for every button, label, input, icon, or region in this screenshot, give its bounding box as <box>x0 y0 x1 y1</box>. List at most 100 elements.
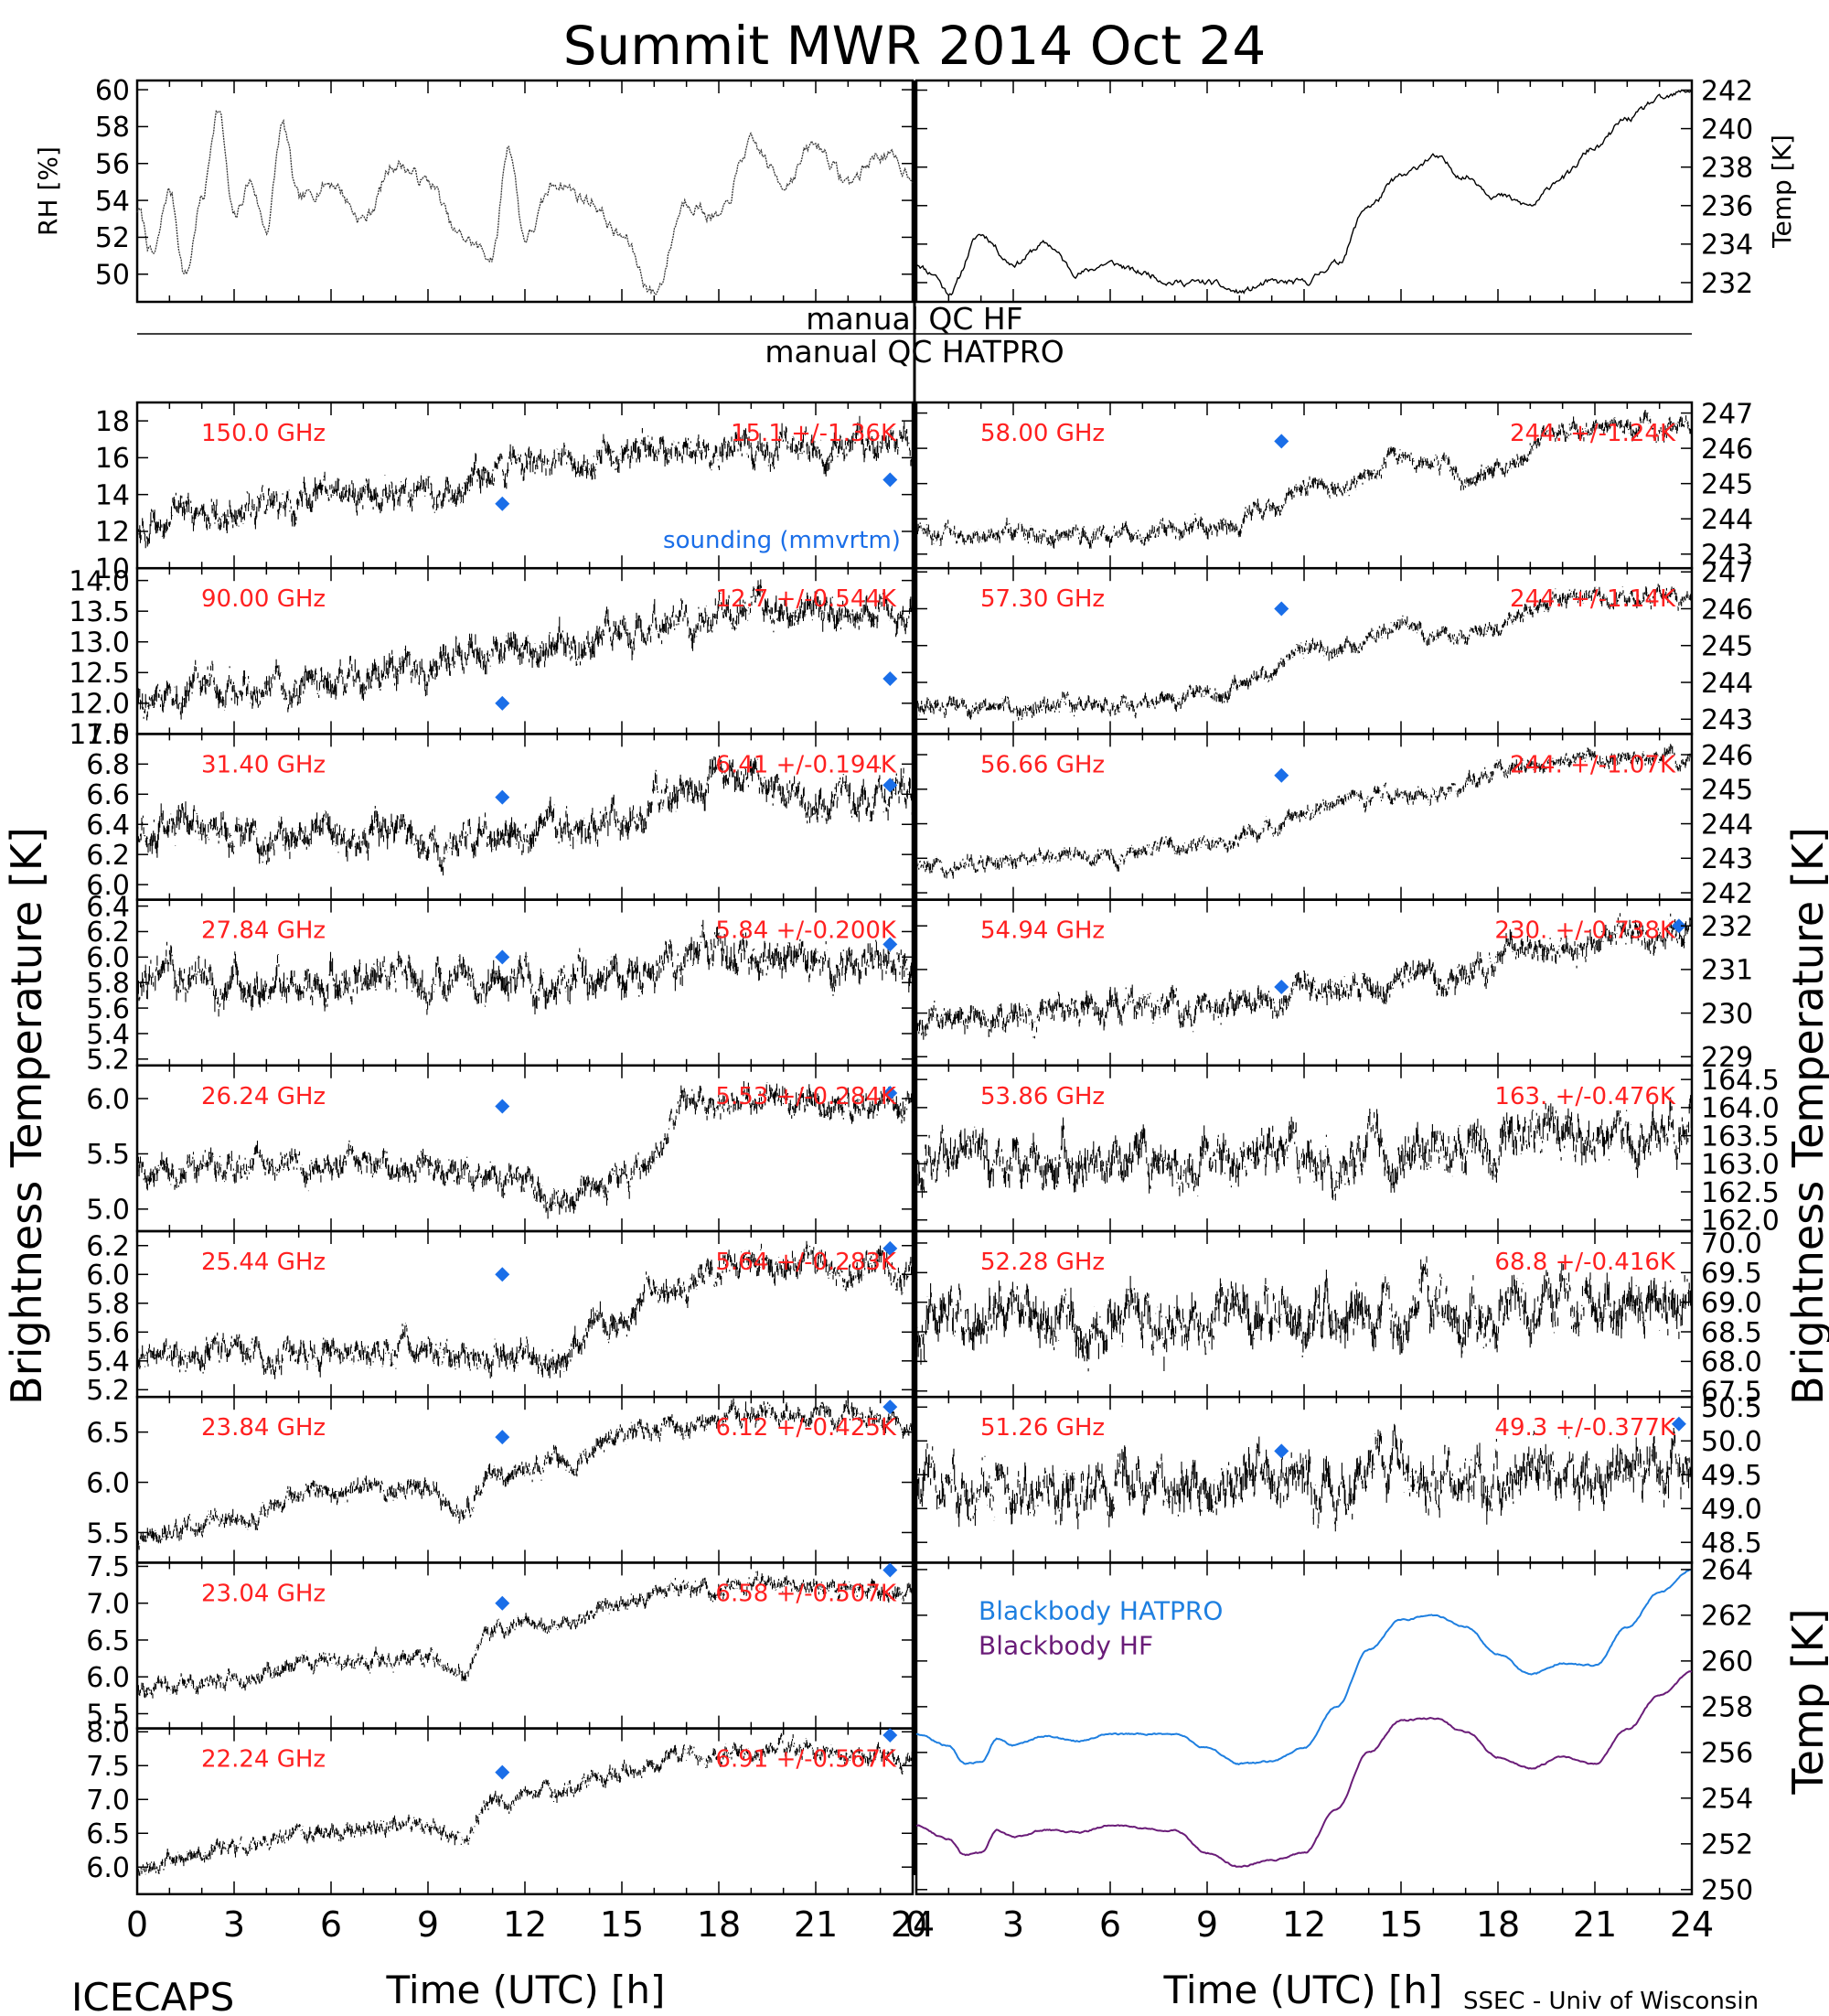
sounding-annotation: sounding (mmvrtm) <box>663 527 901 554</box>
y-tick-label: 164.0 <box>1701 1093 1780 1125</box>
y-tick-label: 5.4 <box>86 1346 130 1378</box>
channel-label-f2304: 23.04 GHz <box>201 1580 326 1607</box>
channel-stats-f5126: 49.3 +/-0.377K <box>1494 1414 1676 1442</box>
series-f5730 <box>916 584 1692 722</box>
y-tick-label: 232 <box>1701 268 1753 300</box>
trace-f5386 <box>916 1095 1692 1201</box>
y-tick-label: 229 <box>1701 1042 1753 1074</box>
y-tick-label: 60 <box>95 75 130 107</box>
x-tick-label-blackbody: 9 <box>1196 1904 1218 1945</box>
series-f90 <box>137 579 913 721</box>
channel-stats-f5730: 244. +/-1.14K <box>1510 585 1676 613</box>
series-f2304 <box>137 1562 913 1699</box>
temp-ylabel: Temp [K] <box>1767 134 1797 249</box>
y-tick-label: 6.2 <box>86 1231 130 1263</box>
y-tick-label: 258 <box>1701 1692 1753 1724</box>
sounding-marker <box>1274 767 1289 783</box>
sounding-marker <box>882 472 898 488</box>
series-f5800 <box>916 410 1692 549</box>
channel-label-f5126: 51.26 GHz <box>980 1414 1105 1442</box>
sounding-marker <box>495 1099 510 1114</box>
y-tick-label: 6.0 <box>86 942 130 974</box>
channel-stats-f5228: 68.8 +/-0.416K <box>1494 1249 1676 1276</box>
y-tick-label: 6.5 <box>86 1625 130 1657</box>
y-tick-label: 6.0 <box>86 870 130 902</box>
y-tick-label: 230 <box>1701 998 1753 1030</box>
y-tick-label: 254 <box>1701 1784 1753 1816</box>
y-tick-label: 243 <box>1701 540 1753 572</box>
sounding-marker <box>1274 1443 1289 1459</box>
x-tick-label-f2224: 0 <box>126 1904 148 1945</box>
y-tick-label: 56 <box>95 149 130 181</box>
y-tick-label: 264 <box>1701 1555 1753 1587</box>
sounding-marker <box>1274 601 1289 617</box>
y-tick-label: 244 <box>1701 504 1753 536</box>
series-f5494 <box>916 913 1692 1040</box>
y-tick-label: 5.6 <box>86 993 130 1025</box>
trace-f2544 <box>137 1240 913 1379</box>
y-tick-label: 8.0 <box>86 1717 130 1749</box>
y-tick-label: 14.0 <box>69 565 130 597</box>
y-tick-label: 5.0 <box>86 1195 130 1227</box>
footer-icecaps: ICECAPS <box>71 1975 234 2012</box>
y-tick-label: 49.0 <box>1701 1494 1762 1526</box>
sounding-marker <box>882 1562 898 1578</box>
channel-label-f150: 150.0 GHz <box>201 420 326 447</box>
series-f2784 <box>137 919 913 1017</box>
trace-f5730 <box>916 584 1692 722</box>
y-tick-label: 244 <box>1701 809 1753 841</box>
channel-stats-f5386: 163. +/-0.476K <box>1494 1083 1676 1110</box>
channel-stats-f2784: 5.84 +/-0.200K <box>715 917 897 945</box>
y-tick-label: 250 <box>1701 1875 1753 1907</box>
sounding-marker <box>882 1728 898 1743</box>
series-f2624 <box>137 1081 913 1219</box>
rh-line <box>136 110 914 295</box>
channel-stats-f2224: 6.91 +/-0.567K <box>715 1746 897 1774</box>
trace-f2224 <box>137 1732 913 1876</box>
y-tick-label: 6.5 <box>86 1818 130 1850</box>
channel-label-f90: 90.00 GHz <box>201 585 326 613</box>
y-tick-label: 246 <box>1701 434 1753 466</box>
y-tick-label: 18 <box>95 406 130 438</box>
y-tick-label: 7.5 <box>86 1751 130 1783</box>
channel-label-f2544: 25.44 GHz <box>201 1249 326 1276</box>
y-tick-label: 262 <box>1701 1601 1753 1633</box>
y-tick-label: 16 <box>95 443 130 475</box>
y-tick-label: 252 <box>1701 1829 1753 1861</box>
channel-label-f2224: 22.24 GHz <box>201 1746 326 1774</box>
channel-stats-f90: 12.7 +/-0.544K <box>715 585 897 613</box>
x-tick-label-blackbody: 0 <box>905 1904 927 1945</box>
blackbody-line-hatpro <box>915 1569 1693 1766</box>
y-tick-label: 236 <box>1701 191 1753 223</box>
channel-label-f3140: 31.40 GHz <box>201 751 326 778</box>
trace-f90 <box>137 579 913 721</box>
y-tick-label: 246 <box>1701 740 1753 772</box>
channel-label-f2624: 26.24 GHz <box>201 1083 326 1110</box>
series-f3140 <box>137 744 913 876</box>
x-tick-label-f2224: 3 <box>223 1904 245 1945</box>
y-tick-label: 67.5 <box>1701 1377 1762 1409</box>
y-tick-label: 6.8 <box>86 749 130 781</box>
trace-f2384 <box>137 1398 913 1550</box>
channel-stats-f2544: 5.64 +/-0.283K <box>715 1249 897 1276</box>
channel-stats-f2384: 6.12 +/-0.425K <box>715 1414 897 1442</box>
channel-stats-f2304: 6.58 +/-0.507K <box>715 1580 897 1607</box>
xlabel-right: Time (UTC) [h] <box>1163 1968 1443 2012</box>
channel-stats-f5800: 244. +/-1.24K <box>1510 420 1676 447</box>
y-tick-label: 245 <box>1701 631 1753 663</box>
sounding-marker <box>495 789 510 805</box>
trace-f2304 <box>137 1571 913 1699</box>
y-tick-label: 5.2 <box>86 1375 130 1407</box>
series-f5126 <box>916 1416 1692 1532</box>
channel-label-f5800: 58.00 GHz <box>980 420 1105 447</box>
channel-stats-f150: 15.1 +/-1.36K <box>731 420 897 447</box>
y-tick-label: 7.5 <box>86 1551 130 1583</box>
x-tick-label-f2224: 24 <box>891 1904 935 1945</box>
sounding-marker <box>495 1764 510 1780</box>
y-tick-label: 5.5 <box>86 1139 130 1171</box>
xlabel-left: Time (UTC) [h] <box>386 1968 666 2012</box>
sounding-marker <box>882 777 898 793</box>
y-tick-label: 52 <box>95 222 130 254</box>
trace-f5494 <box>916 913 1692 1040</box>
y-tick-label: 6.4 <box>86 891 130 923</box>
